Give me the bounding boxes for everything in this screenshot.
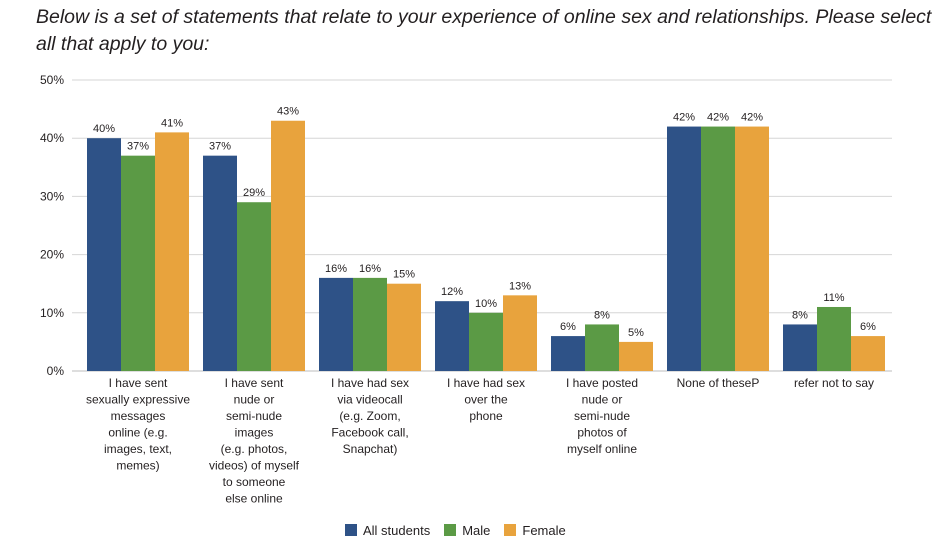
bar <box>353 277 387 371</box>
category-label-line: myself online <box>567 442 637 456</box>
category-label-line: (e.g. photos, <box>221 442 288 456</box>
category-label-line: memes) <box>116 459 159 473</box>
data-label: 6% <box>860 321 876 333</box>
legend: All students Male Female <box>345 520 580 540</box>
data-label: 15% <box>393 269 415 281</box>
data-label: 37% <box>127 141 149 153</box>
data-label: 40% <box>93 123 115 135</box>
category-label: I have posted nude or semi-nude photos of my… <box>566 376 638 456</box>
category-label-line: via videocall <box>337 393 402 407</box>
category-label-line: None of theseP <box>677 376 760 390</box>
bar <box>503 295 537 371</box>
data-label: 42% <box>673 112 695 124</box>
data-label: 12% <box>441 286 463 298</box>
category-label: None of theseP <box>677 376 760 390</box>
legend-swatch-female <box>504 524 517 536</box>
category-label-line: I have sent <box>109 376 168 390</box>
category-label-line: photos of <box>577 426 627 440</box>
category-label: I have had sex over the phone <box>447 376 525 423</box>
bar <box>387 283 421 371</box>
data-label: 10% <box>475 298 497 310</box>
data-label: 41% <box>161 117 183 129</box>
data-label: 37% <box>209 141 231 153</box>
category-label-line: sexually expressive <box>86 393 190 407</box>
bar-chart: 0% 10% 20% 30% 40% 50% 40% 37% 16% 12% 6% 42% 8% 37% 2… <box>40 73 892 506</box>
category-label-line: (e.g. Zoom, <box>339 409 400 423</box>
y-tick-label: 10% <box>40 306 64 320</box>
category-label-line: messages <box>111 409 166 423</box>
data-label: 6% <box>560 321 576 333</box>
bar <box>551 336 585 371</box>
data-label: 5% <box>628 327 644 339</box>
legend-swatch-all-students <box>345 524 357 536</box>
bar <box>435 301 469 371</box>
category-label-line: images <box>235 426 274 440</box>
legend-swatch-male <box>444 524 457 536</box>
bar <box>87 138 121 371</box>
data-label: 42% <box>741 112 763 124</box>
chart-title: Below is a set of statements that relate… <box>36 6 932 55</box>
category-label: I have sent sexually expressive messages on… <box>86 376 190 473</box>
category-label-line: I have had sex <box>447 376 525 390</box>
category-label-line: nude or <box>582 393 623 407</box>
data-label: 43% <box>277 106 299 118</box>
category-label-line: Facebook call, <box>331 426 408 440</box>
category-label-line: semi-nude <box>574 409 630 423</box>
data-label: 8% <box>594 309 610 321</box>
category-label: I have had sex via videocall (e.g. Zoom, Fa… <box>331 376 409 456</box>
data-label: 42% <box>707 112 729 124</box>
legend-label-male: Male <box>462 522 491 538</box>
data-label: 16% <box>325 263 347 275</box>
bar <box>237 202 271 371</box>
y-tick-label: 30% <box>40 189 64 203</box>
legend-label-female: Female <box>522 522 566 538</box>
data-label: 16% <box>359 263 381 275</box>
bar <box>271 120 305 372</box>
category-label-line: to someone <box>223 475 286 489</box>
category-label-line: semi-nude <box>226 409 282 423</box>
data-label: 29% <box>243 187 265 199</box>
category-label-line: online (e.g. <box>108 426 167 440</box>
category-label: refer not to say <box>794 376 874 390</box>
bar <box>701 126 735 371</box>
bar <box>783 324 817 371</box>
category-label-line: phone <box>469 409 503 423</box>
bar <box>121 155 155 371</box>
y-tick-label: 0% <box>47 364 65 378</box>
y-tick-label: 40% <box>40 131 64 145</box>
legend-item-male: Male <box>444 523 490 538</box>
data-label: 13% <box>509 280 531 292</box>
bar <box>585 324 619 371</box>
bar <box>851 336 885 371</box>
bar <box>619 341 653 371</box>
category-label-line: nude or <box>234 393 275 407</box>
category-label-line: images, text, <box>104 442 172 456</box>
category-label-line: over the <box>464 393 508 407</box>
bar <box>469 312 503 371</box>
data-label: 8% <box>792 309 808 321</box>
category-label-line: else online <box>225 492 283 506</box>
bar <box>735 126 769 371</box>
bar <box>155 132 189 371</box>
legend-item-all-students: All students <box>345 523 430 538</box>
bar <box>319 277 353 371</box>
bar <box>667 126 701 371</box>
y-tick-label: 20% <box>40 248 64 262</box>
legend-label-all-students: All students <box>363 522 431 538</box>
category-label-line: I have sent <box>225 376 284 390</box>
bar <box>203 155 237 371</box>
category-label-line: I have posted <box>566 376 638 390</box>
category-label-line: I have had sex <box>331 376 409 390</box>
category-label-line: refer not to say <box>794 376 874 390</box>
bar <box>817 306 851 371</box>
category-label: I have sent nude or semi-nude images (e.g. p… <box>209 376 300 506</box>
category-label-line: videos) of myself <box>209 459 300 473</box>
category-label-line: Snapchat) <box>343 442 398 456</box>
legend-item-female: Female <box>504 522 566 538</box>
data-label: 11% <box>823 292 844 304</box>
y-tick-label: 50% <box>40 73 64 87</box>
